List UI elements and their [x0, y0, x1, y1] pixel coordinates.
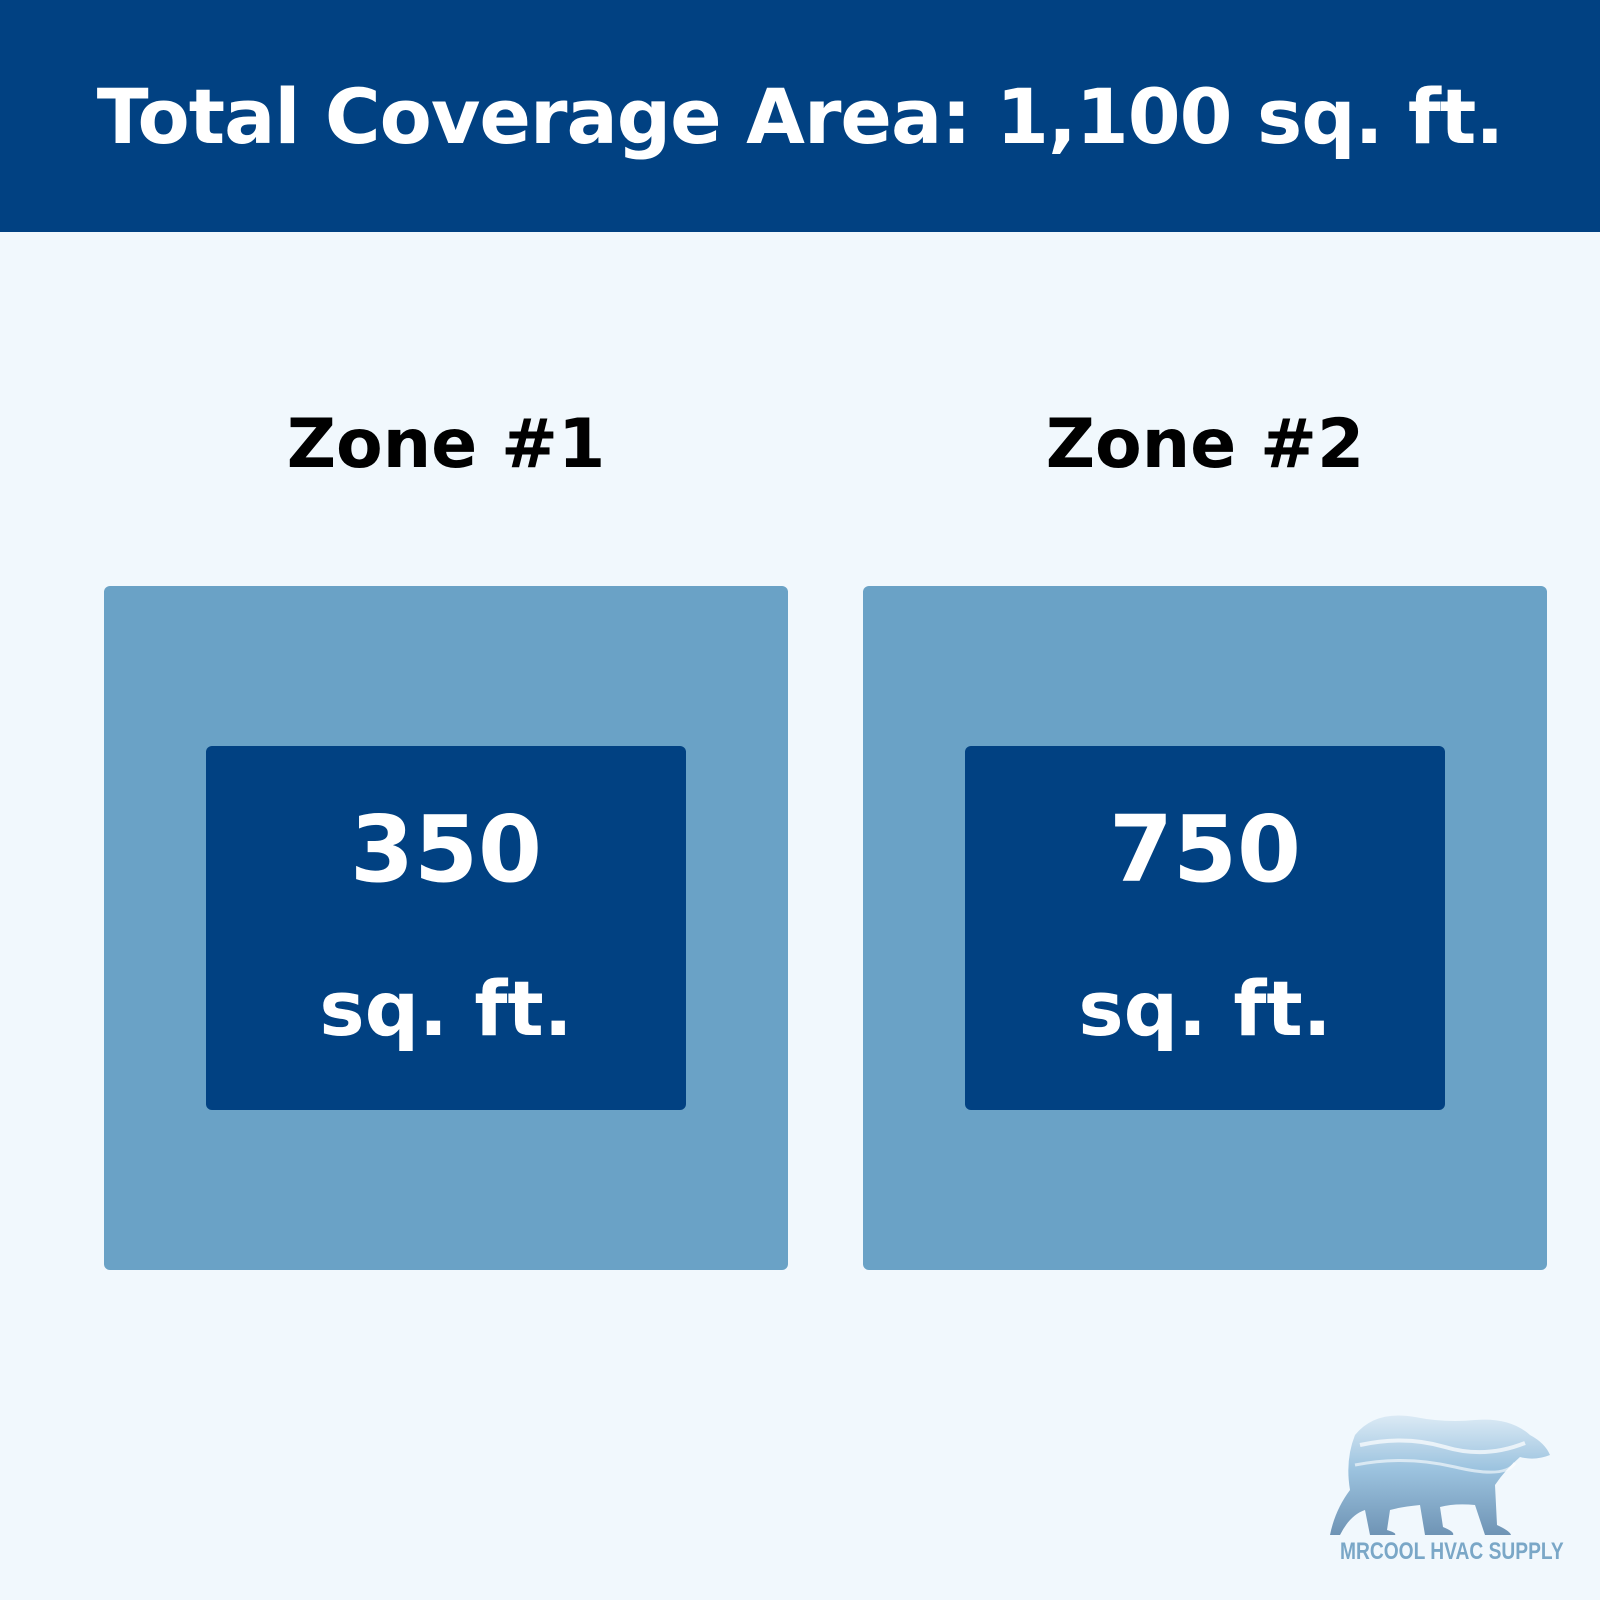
zone-1-unit: sq. ft.: [319, 964, 573, 1053]
zone-1-box: 350 sq. ft.: [104, 586, 788, 1270]
total-coverage-title: Total Coverage Area: 1,100 sq. ft.: [96, 71, 1504, 161]
zone-1-value: 350: [349, 796, 543, 903]
logo-text: MRCOOL HVAC SUPPLY: [1340, 1538, 1564, 1565]
zone-2-area-card: 750 sq. ft.: [965, 746, 1445, 1110]
zone-2-value: 750: [1108, 796, 1302, 903]
zone-2-title: Zone #2: [1045, 405, 1365, 484]
zone-2-unit: sq. ft.: [1078, 964, 1332, 1053]
polar-bear-icon: [1330, 1415, 1550, 1535]
zone-1-area-card: 350 sq. ft.: [206, 746, 686, 1110]
header-banner: Total Coverage Area: 1,100 sq. ft.: [0, 0, 1600, 232]
zone-2-box: 750 sq. ft.: [863, 586, 1547, 1270]
zone-1-title: Zone #1: [286, 405, 606, 484]
